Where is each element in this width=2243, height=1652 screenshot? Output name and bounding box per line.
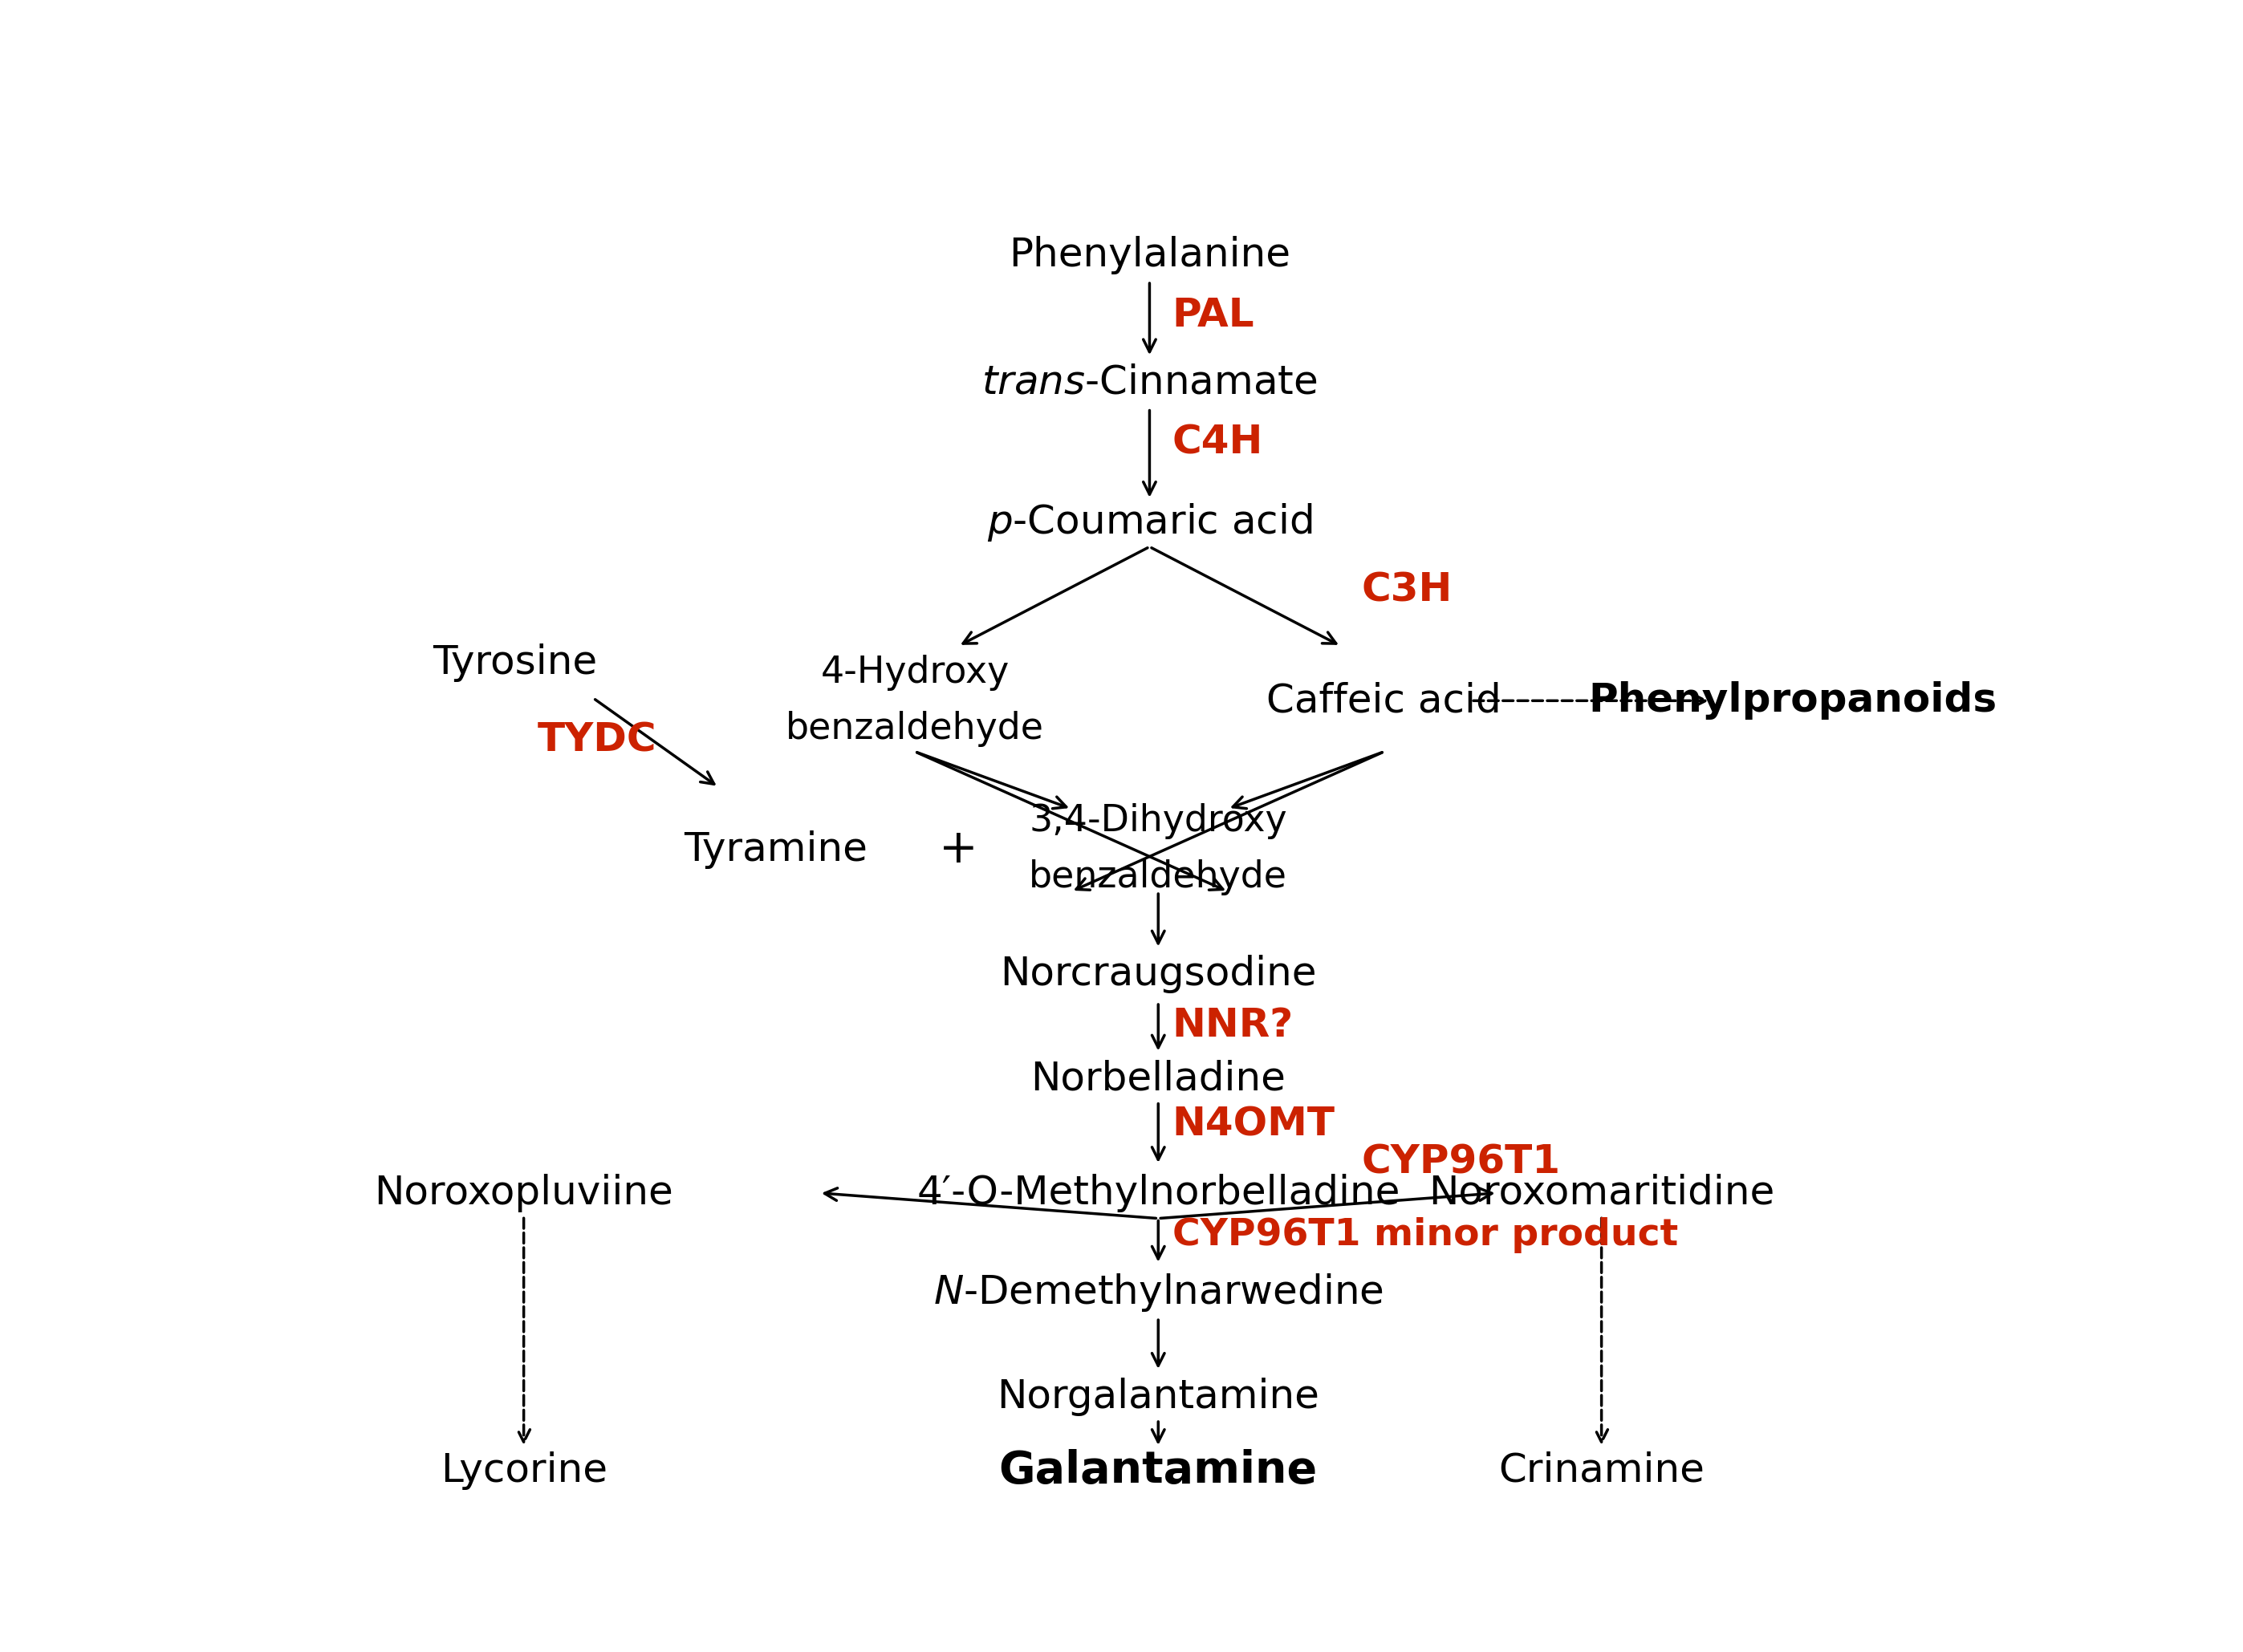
Text: 4′-O-Methylnorbelladine: 4′-O-Methylnorbelladine <box>917 1173 1400 1213</box>
Text: benzaldehyde: benzaldehyde <box>1030 859 1287 895</box>
Text: $\mathit{N}$-Demethylnarwedine: $\mathit{N}$-Demethylnarwedine <box>933 1272 1384 1313</box>
Text: TYDC: TYDC <box>538 720 657 760</box>
Text: Tyrosine: Tyrosine <box>433 643 597 682</box>
Text: Phenylpropanoids: Phenylpropanoids <box>1588 681 1996 720</box>
Text: Noroxomaritidine: Noroxomaritidine <box>1429 1173 1774 1213</box>
Text: $\mathit{p}$-Coumaric acid: $\mathit{p}$-Coumaric acid <box>987 502 1312 544</box>
Text: Lycorine: Lycorine <box>440 1450 608 1490</box>
Text: Phenylalanine: Phenylalanine <box>1009 236 1290 274</box>
Text: CYP96T1 minor product: CYP96T1 minor product <box>1173 1218 1678 1252</box>
Text: Norbelladine: Norbelladine <box>1032 1059 1285 1097</box>
Text: Norcraugsodine: Norcraugsodine <box>1000 955 1317 993</box>
Text: 4-Hydroxy: 4-Hydroxy <box>821 654 1009 691</box>
Text: +: + <box>940 826 978 872</box>
Text: $\mathit{trans}$-Cinnamate: $\mathit{trans}$-Cinnamate <box>982 363 1317 401</box>
Text: Noroxopluviine: Noroxopluviine <box>375 1173 673 1213</box>
Text: C3H: C3H <box>1362 572 1453 610</box>
Text: CYP96T1: CYP96T1 <box>1362 1143 1561 1181</box>
Text: PAL: PAL <box>1173 296 1254 334</box>
Text: Norgalantamine: Norgalantamine <box>996 1378 1319 1416</box>
Text: 3,4-Dihydroxy: 3,4-Dihydroxy <box>1030 803 1287 839</box>
Text: Caffeic acid: Caffeic acid <box>1267 681 1501 720</box>
Text: Tyramine: Tyramine <box>684 831 868 869</box>
Text: Crinamine: Crinamine <box>1498 1450 1705 1490</box>
Text: N4OMT: N4OMT <box>1173 1105 1335 1143</box>
Text: NNR?: NNR? <box>1173 1006 1294 1044</box>
Text: benzaldehyde: benzaldehyde <box>785 710 1043 747</box>
Text: C4H: C4H <box>1173 423 1263 461</box>
Text: Galantamine: Galantamine <box>998 1449 1317 1492</box>
